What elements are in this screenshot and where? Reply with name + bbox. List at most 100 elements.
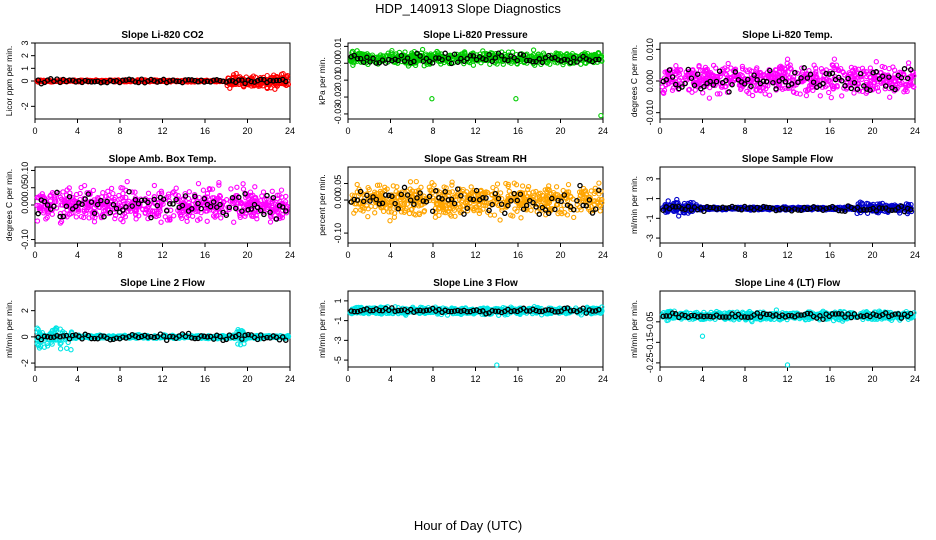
data-point — [401, 52, 407, 58]
overlay-point — [160, 76, 167, 83]
y-tick-label: 0 — [20, 334, 30, 339]
overlay-point — [167, 78, 173, 84]
data-point — [571, 60, 577, 66]
overlay-point — [417, 190, 423, 196]
overlay-point — [189, 77, 195, 83]
overlay-point — [577, 182, 583, 189]
y-tick-label: 0.00 — [333, 55, 343, 73]
y-axis-label: degrees C per min. — [629, 45, 639, 117]
data-point — [749, 92, 756, 99]
data-point — [57, 346, 64, 352]
overlay-point — [502, 210, 508, 217]
overlay-point — [170, 201, 176, 207]
overlay-point — [567, 59, 574, 66]
data-point — [230, 72, 237, 78]
y-tick-label: 1 — [20, 66, 30, 71]
data-point — [449, 182, 455, 188]
y-tick-label: 2 — [20, 53, 30, 58]
x-tick-label: 24 — [910, 126, 920, 136]
data-point — [120, 190, 126, 197]
data-point — [598, 58, 605, 64]
overlay-point — [98, 79, 104, 86]
data-point — [418, 184, 424, 190]
data-point — [350, 62, 356, 68]
data-point — [34, 218, 41, 224]
x-tick-label: 16 — [513, 126, 523, 136]
data-point — [692, 87, 698, 93]
overlay-point — [257, 76, 264, 83]
overlay-point — [401, 184, 408, 191]
overlay-point — [182, 77, 189, 83]
x-tick-label: 4 — [388, 126, 393, 136]
x-tick-label: 0 — [657, 250, 662, 260]
data-point — [725, 60, 731, 67]
x-tick-label: 4 — [75, 126, 80, 136]
y-tick-label: -0.01 — [333, 70, 343, 91]
x-tick-label: 0 — [345, 126, 350, 136]
data-point — [116, 192, 122, 199]
data-point — [851, 90, 857, 96]
overlay-point — [163, 208, 170, 214]
data-point — [500, 61, 506, 67]
data-point — [204, 218, 210, 224]
y-tick-label: 3 — [645, 176, 655, 181]
data-point — [231, 219, 237, 225]
y-tick-label: 0.010 — [645, 38, 655, 61]
overlay-point — [91, 78, 98, 85]
overlay-point — [223, 79, 230, 85]
overlay-point — [226, 78, 233, 84]
overlay-point — [745, 76, 751, 83]
data-point — [387, 218, 393, 224]
overlay-point — [179, 79, 186, 86]
data-point — [91, 219, 98, 225]
data-point — [828, 94, 834, 101]
overlay-point — [236, 77, 242, 83]
x-tick-label: 8 — [117, 250, 122, 260]
data-point — [389, 47, 395, 54]
data-point — [480, 48, 486, 54]
data-point — [831, 56, 838, 62]
y-tick-label: 0.05 — [20, 179, 30, 197]
overlay-point — [552, 206, 558, 213]
data-point — [395, 60, 401, 66]
data-point — [124, 178, 130, 185]
x-tick-label: 4 — [75, 250, 80, 260]
overlay-point — [66, 77, 73, 83]
overlay-point — [873, 69, 880, 75]
data-point — [234, 184, 240, 190]
plot-frame — [34, 290, 291, 368]
data-point — [90, 187, 97, 194]
overlay-point — [88, 79, 95, 85]
y-axis-label: Licor ppm per min. — [4, 46, 14, 116]
data-point — [259, 193, 265, 199]
x-tick-label: 24 — [598, 126, 608, 136]
x-tick-label: 24 — [910, 250, 920, 260]
overlay-point — [429, 208, 436, 214]
outlier-point — [513, 96, 519, 102]
x-tick-label: 20 — [555, 126, 565, 136]
overlay-point — [763, 78, 770, 85]
y-tick-label: 0.05 — [333, 175, 343, 193]
data-point — [597, 208, 603, 214]
data-point — [762, 91, 768, 97]
data-point — [528, 207, 534, 213]
overlay-point — [267, 77, 273, 84]
overlay-point — [210, 77, 217, 83]
overlay-point — [364, 192, 370, 199]
data-point — [218, 215, 224, 221]
data-point — [419, 46, 426, 53]
data-point — [73, 214, 79, 220]
y-tick-label: -3 — [645, 234, 655, 242]
overlay-point — [120, 77, 126, 83]
overlay-point — [442, 50, 448, 57]
data-point — [100, 190, 106, 196]
x-tick-label: 12 — [782, 126, 792, 136]
overlay-point — [248, 78, 255, 85]
overlay-point — [270, 78, 277, 84]
data-point — [68, 347, 74, 353]
data-point — [365, 213, 371, 220]
data-point — [240, 181, 246, 187]
data-point — [553, 184, 560, 190]
overlay-point — [807, 71, 814, 78]
